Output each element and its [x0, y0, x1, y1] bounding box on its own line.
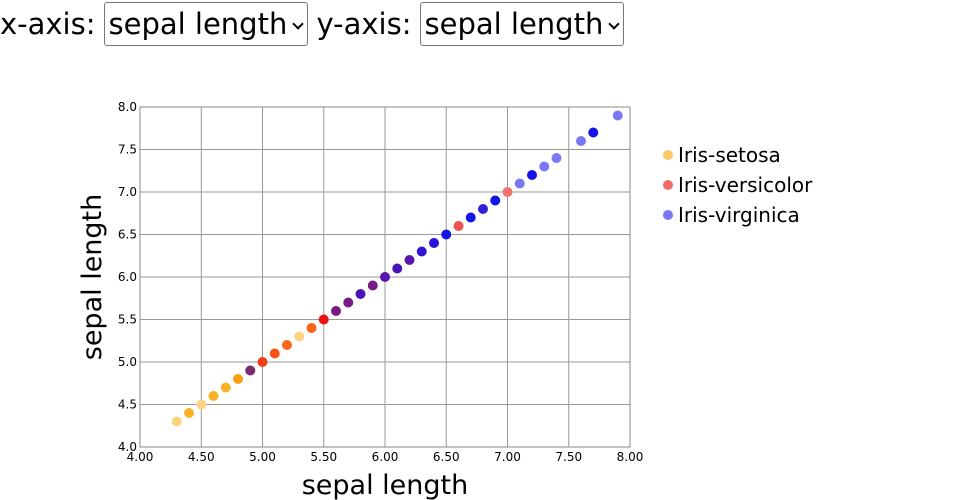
- scatter-point: [196, 399, 207, 410]
- y-axis-label: y-axis:: [316, 7, 412, 41]
- scatter-point: [576, 136, 586, 146]
- scatter-point: [527, 170, 537, 180]
- scatter-point: [257, 357, 268, 367]
- scatter-point: [416, 246, 427, 257]
- scatter-point: [441, 229, 452, 240]
- x-tick-labels: 4.00 4.50 5.00 5.50 6.00 6.50 7.00 7.50 8.00: [127, 450, 644, 464]
- scatter-point: [306, 323, 317, 333]
- y-tick-label: 8.0: [118, 100, 137, 114]
- scatter-point: [490, 195, 501, 206]
- x-tick-label: 7.00: [494, 450, 521, 464]
- scatter-point: [331, 306, 341, 316]
- scatter-point: [343, 297, 354, 308]
- legend-label: Iris-versicolor: [678, 173, 813, 197]
- y-tick-label: 6.5: [118, 228, 137, 242]
- scatter-point: [429, 238, 439, 248]
- y-tick-label: 7.5: [118, 143, 137, 157]
- x-tick-label: 7.50: [555, 450, 582, 464]
- y-tick-label: 4.0: [118, 440, 137, 454]
- scatter-point: [245, 365, 256, 376]
- legend-marker: [663, 180, 673, 190]
- scatter-point: [208, 391, 219, 401]
- x-axis-title: sepal length: [302, 470, 469, 500]
- scatter-point: [171, 416, 182, 427]
- y-tick-label: 5.0: [118, 355, 137, 369]
- scatter-point: [220, 382, 231, 393]
- scatter-point: [612, 110, 623, 121]
- scatter-point: [588, 127, 599, 138]
- y-axis-select[interactable]: sepal length: [419, 2, 624, 46]
- x-tick-label: 4.00: [127, 450, 154, 464]
- legend-marker: [663, 150, 673, 160]
- x-axis-select-value: sepal length: [108, 7, 288, 41]
- legend-label: Iris-virginica: [678, 203, 800, 227]
- x-axis-label: x-axis:: [0, 7, 96, 41]
- legend: Iris-setosa Iris-versicolor Iris-virginica: [663, 143, 813, 227]
- scatter-point: [478, 204, 488, 214]
- scatter-point: [502, 187, 513, 197]
- x-tick-label: 4.50: [188, 450, 215, 464]
- scatter-point: [453, 221, 464, 231]
- axis-controls: x-axis: sepal length y-axis: sepal lengt…: [0, 0, 624, 48]
- scatter-point: [282, 340, 292, 350]
- x-axis-select[interactable]: sepal length: [103, 2, 308, 46]
- y-tick-label: 7.0: [118, 185, 137, 199]
- scatter-point: [465, 212, 476, 223]
- x-tick-label: 6.50: [433, 450, 460, 464]
- scatter-point: [539, 161, 550, 172]
- scatter-point: [380, 272, 390, 282]
- y-tick-label: 5.5: [118, 313, 137, 327]
- scatter-point: [294, 331, 305, 342]
- y-tick-label: 6.0: [118, 270, 137, 284]
- x-tick-label: 5.50: [310, 450, 337, 464]
- scatter-point: [269, 348, 280, 359]
- scatter-point: [367, 280, 378, 291]
- y-tick-label: 4.5: [118, 398, 137, 412]
- y-tick-labels: 4.0 4.5 5.0 5.5 6.0 6.5 7.0 7.5 8.0: [118, 100, 137, 454]
- x-tick-label: 6.00: [372, 450, 399, 464]
- scatter-point: [392, 263, 403, 274]
- scatter-point: [355, 289, 366, 299]
- y-axis-title: sepal length: [77, 194, 108, 361]
- scatter-point: [514, 178, 525, 189]
- legend-label: Iris-setosa: [678, 143, 781, 167]
- x-tick-label: 5.00: [249, 450, 276, 464]
- scatter-point: [184, 408, 194, 418]
- scatter-point: [318, 314, 329, 325]
- plot-frame: [139, 106, 631, 448]
- data-points: [171, 110, 623, 427]
- scatter-point: [404, 255, 415, 265]
- scatter-point: [551, 153, 562, 163]
- scatter-point: [233, 374, 243, 384]
- x-tick-label: 8.00: [617, 450, 644, 464]
- legend-marker: [663, 210, 673, 220]
- y-axis-select-value: sepal length: [424, 7, 604, 41]
